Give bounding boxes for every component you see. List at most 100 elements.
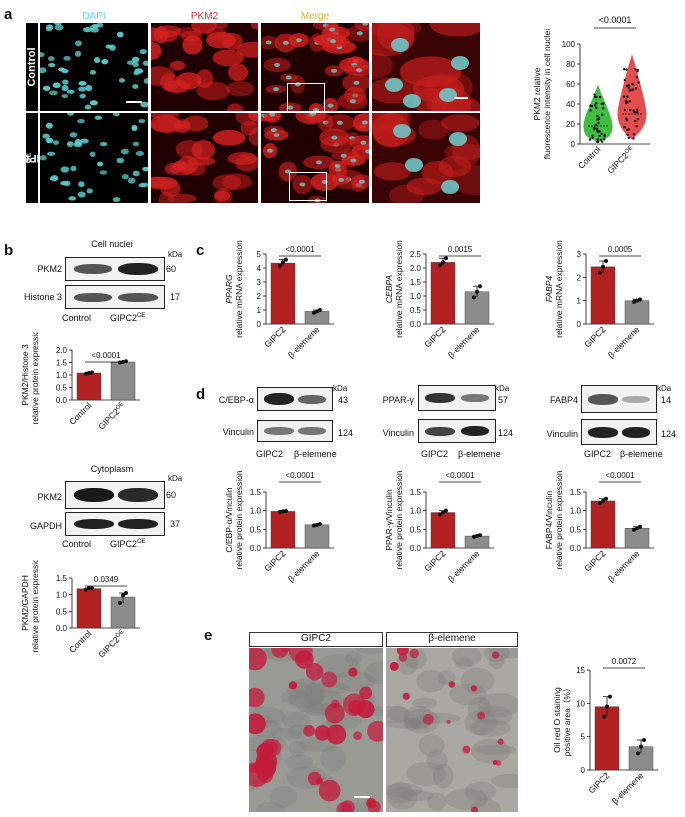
nucleus: [99, 170, 108, 175]
cell: [426, 749, 448, 771]
cell: [151, 113, 180, 119]
cell: [488, 653, 505, 669]
nucleus: [338, 177, 345, 182]
lipid-droplet: [353, 731, 362, 740]
cell: [287, 689, 323, 709]
cell: [151, 41, 162, 60]
cell: [226, 81, 255, 97]
y-tick-label: 0.5: [56, 607, 68, 616]
data-point: [284, 257, 288, 262]
nucleus: [116, 157, 125, 164]
data-point: [638, 524, 642, 529]
nucleus: [270, 128, 277, 133]
nucleus: [68, 196, 77, 201]
nucleus: [66, 89, 75, 94]
nucleus: [126, 60, 135, 65]
y-tick-label: 2.0: [56, 346, 68, 355]
nucleus: [358, 179, 365, 184]
y-tick-label: 60: [566, 80, 575, 89]
bar: [624, 300, 650, 325]
nucleus: [139, 182, 148, 188]
data-point: [594, 123, 598, 127]
nucleus: [85, 84, 93, 92]
cell: [387, 781, 414, 804]
y-axis-label: FABP4: [544, 276, 554, 303]
cell: [440, 114, 480, 132]
nucleus: [285, 75, 292, 80]
data-point: [598, 270, 602, 275]
cell: [427, 792, 447, 811]
y-tick-label: 1.5: [56, 574, 68, 583]
cell: [212, 49, 244, 67]
x-tick-label: GIPC2: [262, 324, 287, 349]
y-tick-label: 100: [562, 40, 576, 49]
y-axis-label: relative protein expression: [394, 470, 404, 569]
cell: [471, 739, 511, 764]
pkm2-control-image: [151, 23, 258, 111]
cell: [355, 648, 383, 655]
pkm2-oe-image: [151, 113, 258, 203]
data-point: [632, 133, 636, 136]
lipid-droplet: [497, 738, 504, 745]
nucleus: [138, 118, 146, 124]
nucleus: [77, 118, 85, 124]
nucleus: [40, 155, 47, 161]
nucleus: [310, 113, 317, 116]
lipid-droplet: [495, 760, 502, 766]
data-point: [603, 135, 606, 138]
cell: [469, 719, 511, 737]
nucleus: [331, 68, 338, 73]
data-point: [591, 134, 594, 137]
cell: [332, 671, 376, 692]
y-tick-label: 20: [566, 120, 575, 129]
cell: [304, 682, 325, 707]
data-point: [598, 130, 601, 133]
data-point: [596, 114, 599, 118]
p-value: 0.0072: [612, 657, 637, 666]
cell: [206, 31, 236, 49]
superscript: OE: [624, 145, 634, 155]
bar: [304, 524, 330, 549]
panel-label-e: e: [204, 627, 213, 644]
data-point: [604, 496, 608, 501]
cell: [386, 705, 411, 720]
nucleus: [336, 120, 343, 125]
cell: [464, 710, 497, 736]
lipid-droplet: [462, 745, 471, 754]
y-tick-label: 2: [257, 292, 262, 301]
nucleus: [132, 170, 140, 177]
nucleus: [80, 138, 89, 144]
lipid-droplet: [470, 685, 477, 692]
y-tick-label: 0: [257, 320, 262, 329]
y-tick-label: 5: [581, 733, 586, 742]
x-tick-label: GIPC2: [422, 548, 447, 573]
nucleus: [330, 39, 337, 44]
y-axis-label: C/EBP-α/Vinculin: [224, 487, 234, 553]
cell: [432, 763, 454, 789]
data-point: [593, 126, 596, 129]
data-point: [622, 68, 626, 71]
cell: [169, 161, 195, 176]
nucleus: [52, 140, 60, 146]
cell: [180, 30, 203, 42]
y-tick-label: 0: [571, 140, 576, 149]
nucleus: [299, 182, 306, 187]
nucleus: [265, 40, 272, 45]
data-point: [599, 138, 603, 142]
kda-label: kDa: [168, 250, 183, 259]
y-tick-label: 2: [577, 273, 582, 282]
kda-value: 37: [170, 519, 181, 529]
nucleus: [70, 165, 77, 172]
lipid-droplet: [446, 719, 451, 725]
kda-value: 43: [338, 395, 349, 405]
cell: [151, 66, 175, 86]
nucleus: [83, 26, 93, 33]
data-point: [278, 263, 282, 268]
data-point: [318, 522, 322, 527]
data-point: [589, 109, 592, 112]
nuclei-title: Cell nuclei: [91, 239, 133, 249]
nucleus: [45, 137, 54, 144]
cell: [227, 151, 258, 165]
